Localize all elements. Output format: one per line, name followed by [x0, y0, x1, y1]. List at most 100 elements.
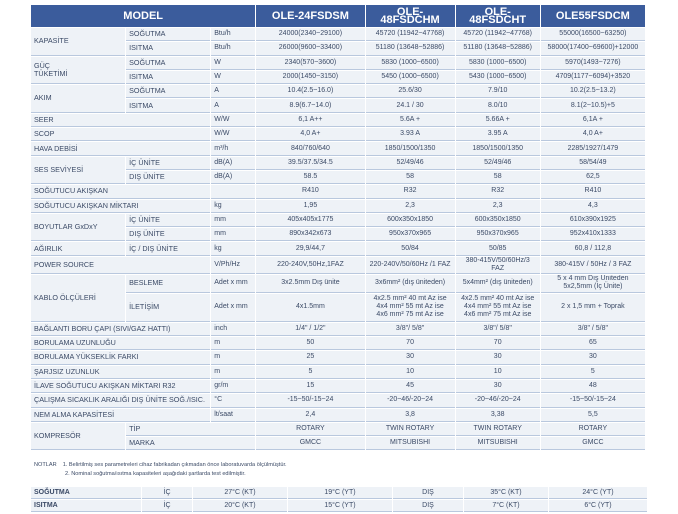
- condition-cell: 24°C (YT): [549, 487, 647, 499]
- unit: W: [211, 56, 256, 70]
- value: 8.9(6.7~14.0): [256, 99, 365, 113]
- value: 950x370x965: [455, 228, 540, 242]
- row-label: POWER SOURCE: [31, 256, 211, 274]
- model-name: OLE-24FSDSM: [256, 5, 365, 27]
- value: 4x1.5mm: [256, 293, 365, 322]
- spec-row: İLETİŞİM Adet x mm 4x1.5mm 4x2.5 mm² 40 mt …: [31, 293, 645, 322]
- value: 5970(1493~7276): [540, 56, 645, 70]
- value: 380-415V/50/60Hz/3 FAZ: [455, 256, 540, 274]
- unit: A: [211, 85, 256, 99]
- value: -15~50/-15~24: [540, 394, 645, 408]
- value: 3.93 A: [365, 128, 455, 142]
- spec-row: GÜÇ TÜKETİMİ SOĞUTMA W 2340(570~3600) 5830 (…: [31, 56, 645, 85]
- row-sublabel: SOĞUTMA: [126, 56, 211, 70]
- value: 3/8"/ 5/8": [455, 322, 540, 337]
- row-label: BOYUTLAR GxDxY: [31, 213, 126, 242]
- value: GMCC: [256, 437, 365, 451]
- value: 600x350x1850: [365, 213, 455, 228]
- row-sublabel: SOĞUTMA: [126, 28, 211, 42]
- value: 950x370x965: [365, 228, 455, 242]
- row-sublabel: İÇ ÜNİTE: [126, 213, 211, 228]
- value: 5.66A +: [455, 113, 540, 128]
- spec-row: MARKA GMCC MITSUBISHI MITSUBISHI GMCC: [31, 437, 645, 451]
- row-label: BAĞLANTI BORU ÇAPI (SIVI/GAZ HATTI): [31, 322, 211, 337]
- value: 5: [540, 365, 645, 379]
- value: 220-240V/50/60Hz /1 FAZ: [365, 256, 455, 274]
- value: 3x2.5mm Dış ünite: [256, 274, 365, 293]
- value: 58.5: [256, 170, 365, 185]
- spec-row: SES SEVİYESİ İÇ ÜNİTE dB(A) 39.5/37.5/34.5 5…: [31, 156, 645, 185]
- note-text: 1. Belirtilmiş ses parametreleri cihaz f…: [62, 462, 287, 468]
- unit: kg: [211, 199, 256, 213]
- spec-row: SOĞUTUCU AKIŞKAN R410 R32 R32 R410: [31, 185, 645, 199]
- value: 51180 (13648~52886): [455, 42, 540, 56]
- unit: m: [211, 365, 256, 379]
- value: R32: [455, 185, 540, 199]
- value: 1850/1500/1350: [365, 142, 455, 156]
- row-label: AĞIRLIK: [31, 242, 126, 256]
- condition-cell: 27°C (KT): [193, 487, 287, 499]
- row-sublabel: İÇ ÜNİTE: [126, 156, 211, 170]
- value: ROTARY: [540, 422, 645, 437]
- conditions-table: SOĞUTMA İÇ 27°C (KT) 19°C (YT) DIŞ 35°C (KT) 2…: [30, 486, 648, 513]
- spec-row: ISITMA Btu/h 26000(9600~33400) 51180 (13648…: [31, 42, 645, 56]
- note-line: 2. Nominal soğutma/ısıtma kapasiteleri a…: [34, 470, 287, 479]
- row-label: AKIM: [31, 85, 126, 113]
- value: 5: [256, 365, 365, 379]
- condition-cell: 6°C (YT): [549, 500, 647, 512]
- notes-label: NOTLAR: [34, 462, 57, 468]
- spec-row: NEM ALMA KAPASİTESİ lt/saat 2,4 3,8 3,38 5,5: [31, 408, 645, 422]
- value: 5830 (1000~6500): [455, 56, 540, 70]
- value: ROTARY: [256, 422, 365, 437]
- value: 7.9/10: [455, 85, 540, 99]
- spec-row: KABLO ÖLÇÜLERİ BESLEME Adet x mm 3x2.5mm Dı…: [31, 274, 645, 322]
- row-sublabel: SOĞUTMA: [126, 85, 211, 99]
- row-label: SOĞUTUCU AKIŞKAN MİKTARI: [31, 199, 211, 213]
- row-label: GÜÇ TÜKETİMİ: [31, 56, 126, 85]
- unit: Adet x mm: [211, 274, 256, 293]
- row-label: ÇALIŞMA SICAKLIK ARALIĞI DIŞ ÜNİTE SOĞ./…: [31, 394, 211, 408]
- spec-row: SEER W/W 6,1 A++ 5.6A +5.66A +6,1A +: [31, 113, 645, 128]
- condition-row: ISITMA İÇ 20°C (KT) 15°C (YT) DIŞ 7°C (KT) 6°C…: [31, 500, 647, 512]
- unit: Adet x mm: [211, 293, 256, 322]
- spec-row: BORULAMA YÜKSEKLİK FARKI m 25 30 30 30: [31, 351, 645, 365]
- condition-cell: 15°C (YT): [288, 500, 392, 512]
- spec-table: MODEL OLE-24FSDSM OLE-48FSDCHM OLE-48FSDCHT…: [30, 4, 646, 451]
- value: 45720 (11942~47768): [365, 28, 455, 42]
- unit: gr/m: [211, 379, 256, 394]
- value: 30: [455, 351, 540, 365]
- value: 4,3: [540, 199, 645, 213]
- unit: °C: [211, 394, 256, 408]
- unit: A: [211, 99, 256, 113]
- spec-row: BAĞLANTI BORU ÇAPI (SIVI/GAZ HATTI) inch 1…: [31, 322, 645, 337]
- unit: Btu/h: [211, 42, 256, 56]
- value: 25: [256, 351, 365, 365]
- spec-row: ISITMA A 8.9(6.7~14.0) 24.1 / 30 8.0/10 8.1(2…: [31, 99, 645, 113]
- spec-body: MODEL OLE-24FSDSM OLE-48FSDCHM OLE-48FSDCHT…: [31, 5, 645, 451]
- value: 15: [256, 379, 365, 394]
- unit: mm: [211, 213, 256, 228]
- value: 50/85: [455, 242, 540, 256]
- row-label: HAVA DEBİSİ: [31, 142, 211, 156]
- value: 30: [455, 379, 540, 394]
- condition-cell: İÇ: [142, 500, 192, 512]
- value: 55000(16500~63250): [540, 28, 645, 42]
- model-name: OLE55FSDCM: [540, 5, 645, 27]
- value: TWIN ROTARY: [455, 422, 540, 437]
- spec-row: ÇALIŞMA SICAKLIK ARALIĞI DIŞ ÜNİTE SOĞ./…: [31, 394, 645, 408]
- condition-cell: 35°C (KT): [464, 487, 548, 499]
- row-label: ŞARJSIZ UZUNLUK: [31, 365, 211, 379]
- value: 25.6/30: [365, 85, 455, 99]
- condition-cell: DIŞ: [393, 500, 463, 512]
- value: 30: [540, 351, 645, 365]
- row-sublabel: BESLEME: [126, 274, 211, 293]
- value: 5x4mm² (dış üniteden): [455, 274, 540, 293]
- value: GMCC: [540, 437, 645, 451]
- note-text: 2. Nominal soğutma/ısıtma kapasiteleri a…: [65, 471, 246, 477]
- row-label: SCOP: [31, 128, 211, 142]
- model-name: OLE-48FSDCHT: [455, 5, 540, 27]
- value: 220-240V,50Hz,1FAZ: [256, 256, 365, 274]
- value: 380-415V / 50Hz / 3 FAZ: [540, 256, 645, 274]
- value: 26000(9600~33400): [256, 42, 365, 56]
- row-label: KAPASİTE: [31, 28, 126, 56]
